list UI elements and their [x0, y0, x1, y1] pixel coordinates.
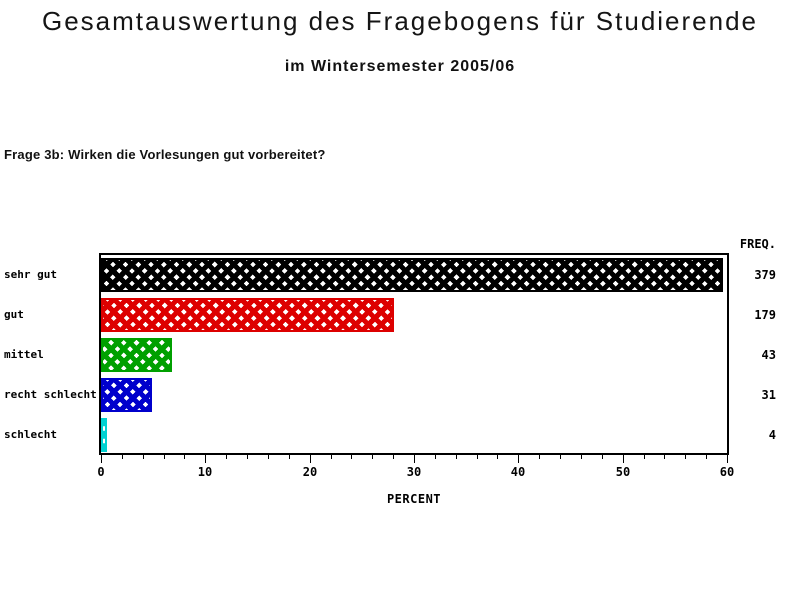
chart-plot-frame [99, 253, 729, 455]
x-axis-tick-label-60: 60 [719, 465, 735, 479]
x-axis-minor-tick-36 [477, 455, 478, 459]
x-axis-major-tick-30 [414, 455, 415, 463]
x-axis-major-tick-40 [518, 455, 519, 463]
x-axis-minor-tick-2 [122, 455, 123, 459]
question-text: Frage 3b: Wirken die Vorlesungen gut vor… [4, 147, 326, 162]
x-axis-minor-tick-8 [184, 455, 185, 459]
page-subtitle: im Wintersemester 2005/06 [284, 58, 516, 75]
x-axis-minor-tick-52 [644, 455, 645, 459]
x-axis-major-tick-10 [205, 455, 206, 463]
page-title: Gesamtauswertung des Fragebogens für Stu… [41, 6, 759, 36]
x-axis-minor-tick-56 [685, 455, 686, 459]
x-axis-tick-label-30: 30 [406, 465, 422, 479]
x-axis-minor-tick-44 [560, 455, 561, 459]
freq-value-gut: 179 [754, 308, 776, 322]
x-axis-minor-tick-38 [497, 455, 498, 459]
bar-recht-schlecht [101, 378, 152, 412]
x-axis-minor-tick-54 [664, 455, 665, 459]
x-axis-minor-tick-6 [164, 455, 165, 459]
x-axis-minor-tick-24 [351, 455, 352, 459]
freq-column-header: FREQ. [739, 237, 776, 251]
x-axis-tick-label-40: 40 [510, 465, 526, 479]
category-label-sehr-gut: sehr gut [4, 268, 57, 281]
bar-sehr-gut [101, 258, 723, 292]
x-axis-title: PERCENT [386, 492, 442, 506]
x-axis-minor-tick-4 [143, 455, 144, 459]
x-axis-minor-tick-46 [581, 455, 582, 459]
x-axis-major-tick-0 [101, 455, 102, 463]
freq-value-recht-schlecht: 31 [761, 388, 776, 402]
x-axis-minor-tick-28 [393, 455, 394, 459]
bar-mittel [101, 338, 172, 372]
x-axis-major-tick-50 [623, 455, 624, 463]
x-axis-tick-label-0: 0 [97, 465, 105, 479]
x-axis-minor-tick-34 [456, 455, 457, 459]
x-axis-minor-tick-26 [372, 455, 373, 459]
x-axis-tick-label-10: 10 [197, 465, 213, 479]
freq-value-sehr-gut: 379 [754, 268, 776, 282]
freq-value-mittel: 43 [761, 348, 776, 362]
x-axis-tick-label-20: 20 [302, 465, 318, 479]
category-label-recht-schlecht: recht schlecht [4, 388, 97, 401]
x-axis-minor-tick-58 [706, 455, 707, 459]
bar-schlecht [101, 418, 107, 452]
x-axis-major-tick-20 [310, 455, 311, 463]
x-axis-tick-label-50: 50 [615, 465, 631, 479]
category-label-mittel: mittel [4, 348, 44, 361]
x-axis-minor-tick-32 [435, 455, 436, 459]
x-axis-minor-tick-14 [247, 455, 248, 459]
x-axis-minor-tick-16 [268, 455, 269, 459]
x-axis-major-tick-60 [727, 455, 728, 463]
x-axis-minor-tick-42 [539, 455, 540, 459]
category-label-schlecht: schlecht [4, 428, 57, 441]
x-axis-minor-tick-18 [289, 455, 290, 459]
category-label-gut: gut [4, 308, 24, 321]
x-axis-minor-tick-22 [331, 455, 332, 459]
freq-value-schlecht: 4 [768, 428, 776, 442]
x-axis-minor-tick-12 [226, 455, 227, 459]
bar-gut [101, 298, 394, 332]
x-axis-minor-tick-48 [602, 455, 603, 459]
